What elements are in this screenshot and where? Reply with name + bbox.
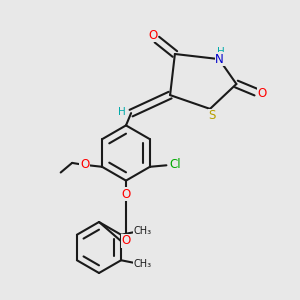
Text: CH₃: CH₃ <box>134 259 152 269</box>
Text: S: S <box>209 109 216 122</box>
Text: O: O <box>148 28 158 42</box>
Text: O: O <box>122 234 131 248</box>
Text: N: N <box>215 52 224 66</box>
Text: O: O <box>80 158 89 171</box>
Text: H: H <box>118 106 126 117</box>
Text: CH₃: CH₃ <box>134 226 152 236</box>
Text: Cl: Cl <box>169 158 181 171</box>
Text: H: H <box>217 47 224 58</box>
Text: O: O <box>122 188 131 201</box>
Text: O: O <box>257 87 266 100</box>
